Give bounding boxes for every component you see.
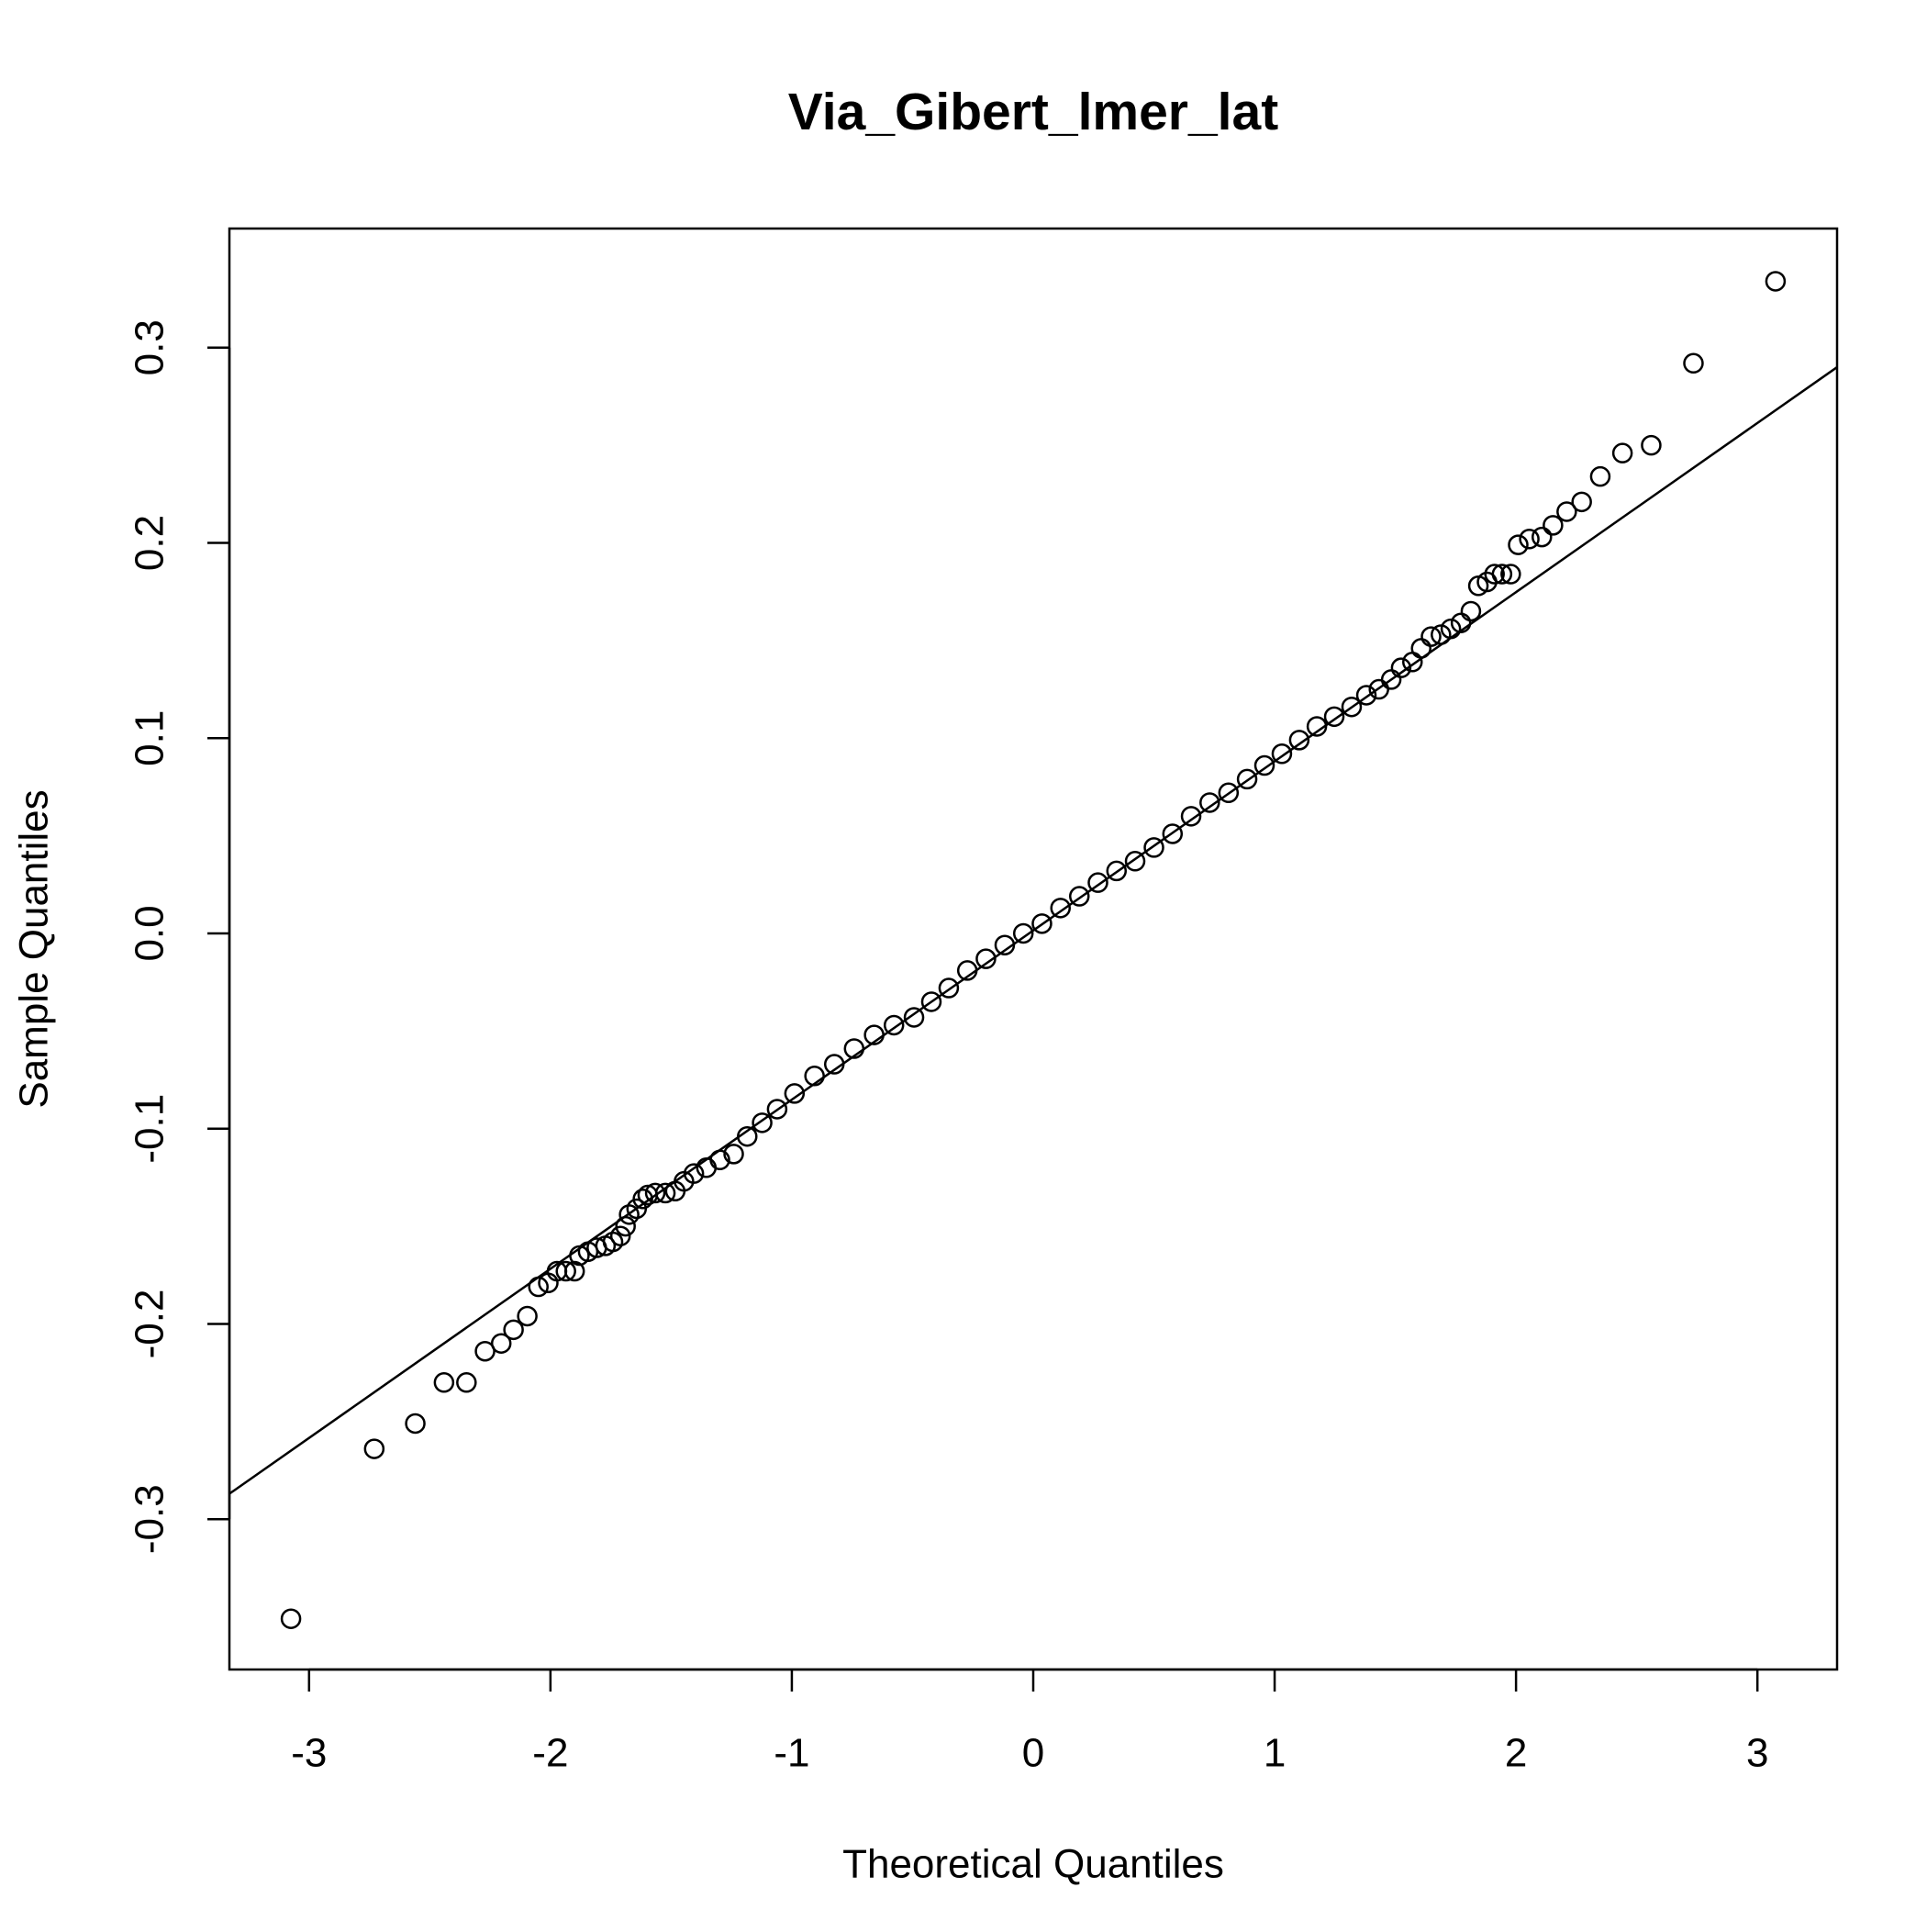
point xyxy=(1500,564,1521,585)
y-tick-label: 0.3 xyxy=(128,319,173,375)
point xyxy=(863,1024,885,1045)
point xyxy=(405,1413,426,1435)
point xyxy=(474,1340,496,1362)
x-tick-label: -2 xyxy=(532,1731,568,1776)
point xyxy=(766,1099,788,1120)
point xyxy=(1306,716,1328,737)
y-tick-label: -0.2 xyxy=(128,1290,173,1359)
point xyxy=(683,1163,705,1184)
point xyxy=(1611,442,1633,463)
point xyxy=(975,948,997,969)
point xyxy=(784,1083,806,1104)
point xyxy=(1571,491,1592,513)
point xyxy=(1683,352,1704,374)
point xyxy=(723,1144,744,1165)
chart-title: Via_Gibert_lmer_lat xyxy=(788,83,1278,141)
x-tick-label: 0 xyxy=(1022,1731,1044,1776)
point xyxy=(920,991,942,1012)
point xyxy=(1106,860,1128,882)
x-axis-title: Theoretical Quantiles xyxy=(842,1842,1224,1887)
point xyxy=(1420,626,1442,647)
point xyxy=(1519,529,1540,550)
x-tick-label: 1 xyxy=(1264,1731,1286,1776)
point xyxy=(1288,730,1310,751)
point xyxy=(1031,913,1053,934)
point xyxy=(1323,706,1345,728)
x-tick-label: 2 xyxy=(1505,1731,1527,1776)
point xyxy=(1532,526,1553,548)
point xyxy=(654,1182,676,1204)
point xyxy=(490,1333,512,1354)
point xyxy=(1218,782,1240,804)
point xyxy=(956,960,978,981)
point xyxy=(709,1149,730,1171)
point xyxy=(615,1215,636,1237)
point xyxy=(1460,600,1482,622)
point xyxy=(1390,657,1412,678)
x-tick-label: -3 xyxy=(291,1731,327,1776)
point xyxy=(503,1319,524,1341)
y-tick-label: 0.1 xyxy=(128,710,173,766)
point xyxy=(433,1372,455,1393)
point xyxy=(528,1276,549,1298)
point xyxy=(804,1066,825,1087)
point xyxy=(1180,806,1202,827)
y-tick-label: -0.3 xyxy=(128,1484,173,1554)
point xyxy=(1556,501,1577,522)
point xyxy=(1124,851,1146,872)
point xyxy=(644,1182,666,1204)
point xyxy=(456,1372,477,1393)
point xyxy=(1199,792,1220,813)
point xyxy=(1491,564,1513,585)
point xyxy=(609,1225,631,1246)
point xyxy=(1355,685,1377,706)
point xyxy=(994,934,1016,955)
point xyxy=(1508,534,1529,555)
y-tick-label: 0.2 xyxy=(128,515,173,571)
point xyxy=(883,1014,905,1036)
point xyxy=(737,1125,758,1147)
point xyxy=(1765,271,1787,292)
point xyxy=(1012,922,1034,944)
point xyxy=(1431,624,1452,645)
point xyxy=(1402,652,1423,673)
point xyxy=(938,977,960,999)
point xyxy=(1440,618,1462,640)
plot-frame xyxy=(228,227,1839,1671)
point xyxy=(1641,434,1662,456)
point xyxy=(555,1260,576,1282)
point xyxy=(823,1054,845,1075)
point xyxy=(632,1189,653,1210)
y-tick-label: 0.0 xyxy=(128,905,173,961)
point xyxy=(1253,754,1275,776)
y-axis-title: Sample Quantiles xyxy=(12,789,57,1108)
point xyxy=(1589,465,1611,487)
point xyxy=(1236,768,1258,790)
point xyxy=(1068,886,1090,907)
point xyxy=(1087,872,1108,893)
point xyxy=(363,1438,385,1459)
x-tick-label: -1 xyxy=(774,1731,809,1776)
point xyxy=(1271,743,1293,765)
point xyxy=(280,1608,302,1629)
point xyxy=(903,1007,925,1028)
point xyxy=(1143,837,1164,858)
point xyxy=(1050,898,1071,919)
point xyxy=(1543,515,1564,536)
point xyxy=(1410,638,1431,659)
point xyxy=(1484,564,1505,585)
point xyxy=(843,1038,865,1059)
point xyxy=(517,1305,538,1327)
x-tick-label: 3 xyxy=(1746,1731,1768,1776)
point xyxy=(1341,696,1363,718)
point xyxy=(1162,823,1184,844)
y-tick-label: -0.1 xyxy=(128,1094,173,1164)
point xyxy=(752,1112,773,1134)
